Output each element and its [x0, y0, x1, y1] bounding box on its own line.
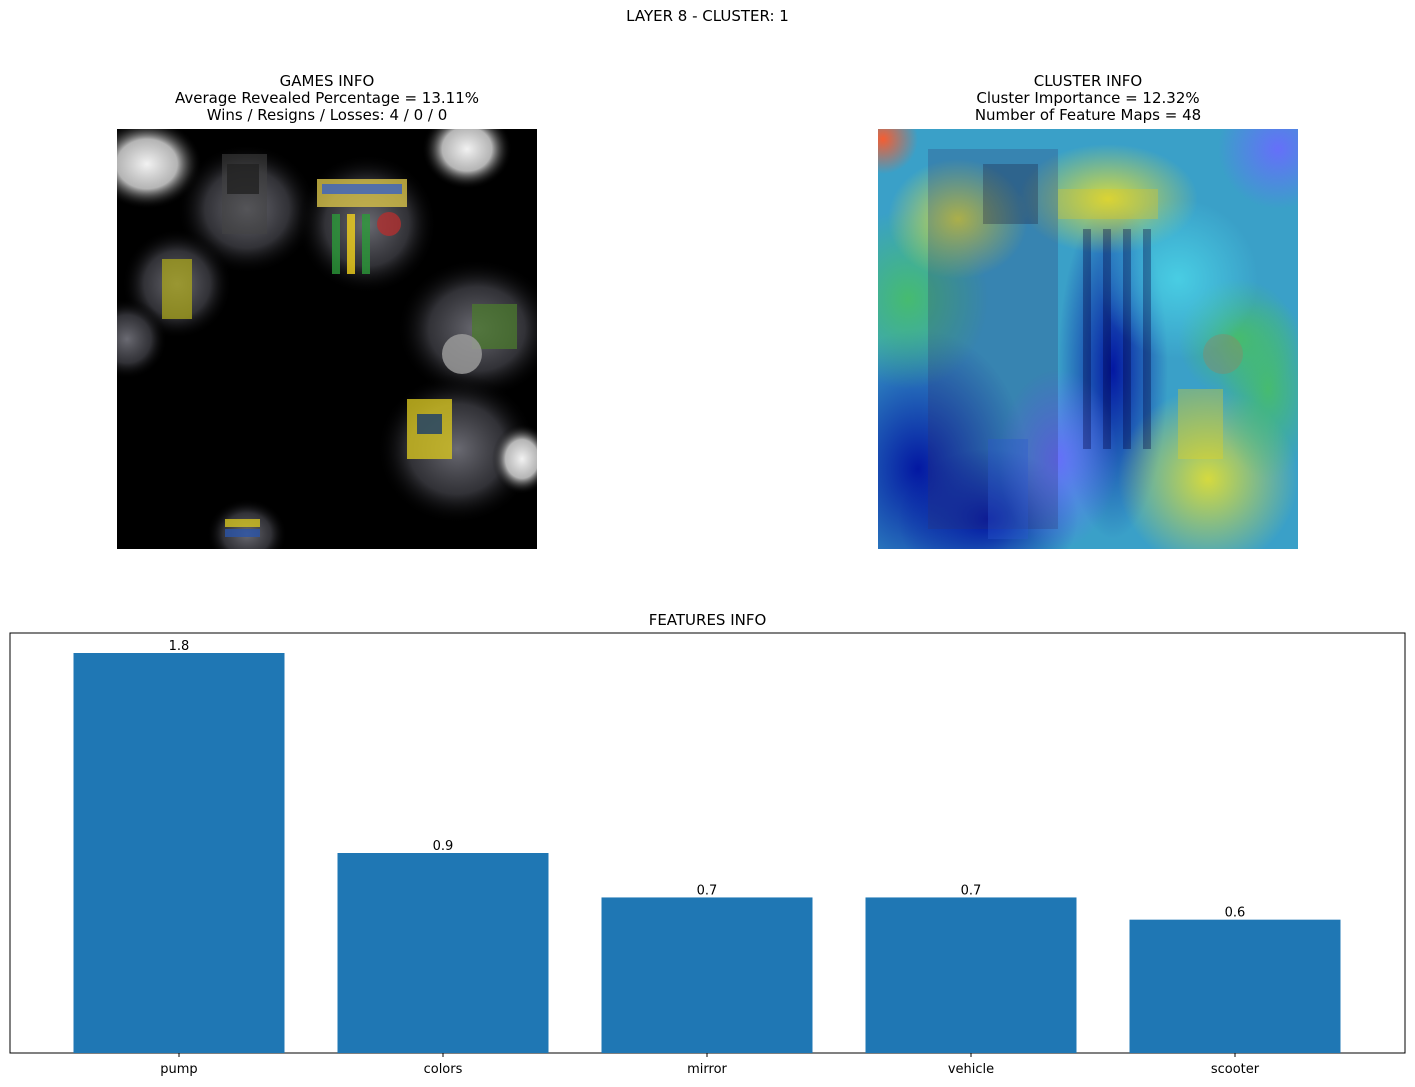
- bar-mirror: [601, 897, 813, 1053]
- games-info-heading: GAMES INFO: [279, 72, 375, 90]
- features-bar-chart: 1.8 pump 0.9 colors 0.7 mirror 0.7 vehicle 0.6 sc…: [9, 632, 1406, 1077]
- bar-colors: [337, 853, 549, 1053]
- x-tick-label-scooter: scooter: [1211, 1062, 1260, 1077]
- bar-value-label-pump: 1.8: [169, 639, 190, 654]
- x-tick-label-vehicle: vehicle: [948, 1062, 994, 1077]
- masked-image-svg: [117, 129, 537, 549]
- games-wins-resigns-losses: Wins / Resigns / Losses: 4 / 0 / 0: [206, 106, 448, 124]
- cluster-importance: Cluster Importance = 12.32%: [976, 89, 1200, 107]
- bar-pump: [73, 653, 285, 1053]
- bar-value-label-mirror: 0.7: [697, 883, 718, 898]
- bar-value-label-colors: 0.9: [433, 839, 454, 854]
- bar-vehicle: [865, 897, 1077, 1053]
- heatmap-svg: [878, 129, 1298, 549]
- games-revealed-percentage: Average Revealed Percentage = 13.11%: [174, 89, 479, 107]
- x-tick-label-colors: colors: [424, 1062, 463, 1077]
- figure-suptitle: LAYER 8 - CLUSTER: 1: [626, 7, 789, 25]
- cluster-feature-maps: Number of Feature Maps = 48: [974, 106, 1202, 124]
- masked-revealed-image: [117, 129, 537, 549]
- bar-scooter: [1129, 919, 1341, 1053]
- x-tick-label-mirror: mirror: [687, 1062, 727, 1077]
- bar-value-label-vehicle: 0.7: [961, 883, 982, 898]
- cluster-info-title-block: CLUSTER INFO Cluster Importance = 12.32%…: [838, 73, 1338, 124]
- cluster-heatmap-image: [878, 129, 1298, 549]
- cluster-info-heading: CLUSTER INFO: [1033, 72, 1143, 90]
- games-info-title-block: GAMES INFO Average Revealed Percentage =…: [77, 73, 577, 124]
- features-info-title: FEATURES INFO: [648, 611, 767, 629]
- bar-value-label-scooter: 0.6: [1225, 906, 1246, 921]
- x-tick-label-pump: pump: [160, 1062, 197, 1077]
